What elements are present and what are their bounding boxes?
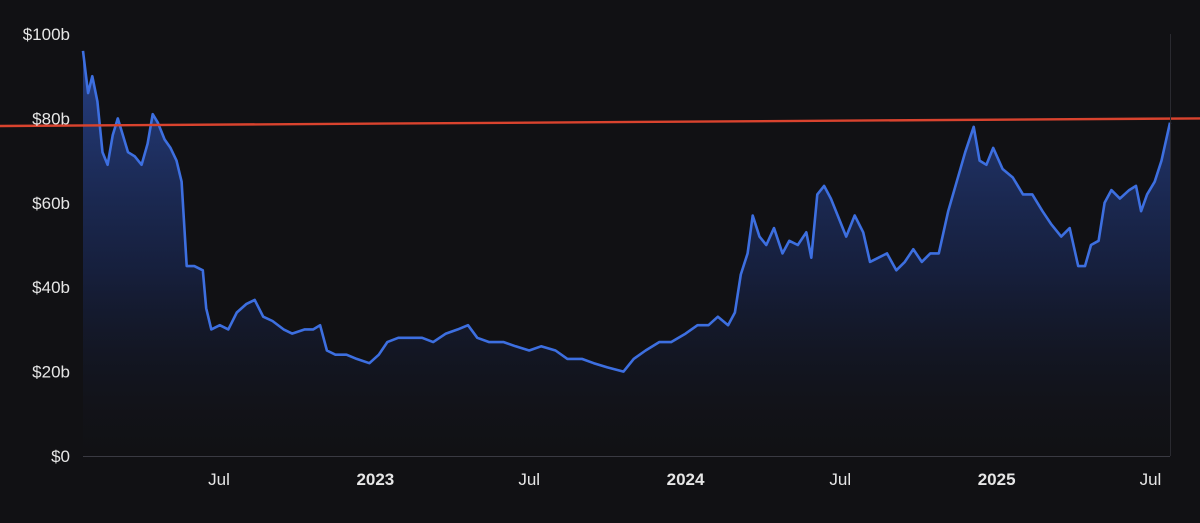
y-tick-label: $0 [51,447,70,466]
series-area-fill [83,50,1170,457]
plot-area [0,34,1200,457]
y-tick-label: $60b [32,194,70,213]
series-line [81,50,1172,373]
y-tick-label: $100b [23,25,70,44]
reference-line [0,117,1200,128]
x-axis: Jul 2023 Jul 2024 Jul 2025 Jul [208,470,1161,489]
y-tick-label: $40b [32,278,70,297]
x-tick-label: Jul [518,470,540,489]
y-tick-label: $80b [32,109,70,128]
x-tick-label: 2023 [356,470,394,489]
x-tick-label: Jul [1140,470,1162,489]
y-tick-label: $20b [32,363,70,382]
x-tick-label: 2024 [667,470,705,489]
y-axis: $100b $80b $60b $40b $20b $0 [23,25,70,466]
x-tick-label: Jul [208,470,230,489]
x-tick-label: 2025 [978,470,1016,489]
x-tick-label: Jul [829,470,851,489]
